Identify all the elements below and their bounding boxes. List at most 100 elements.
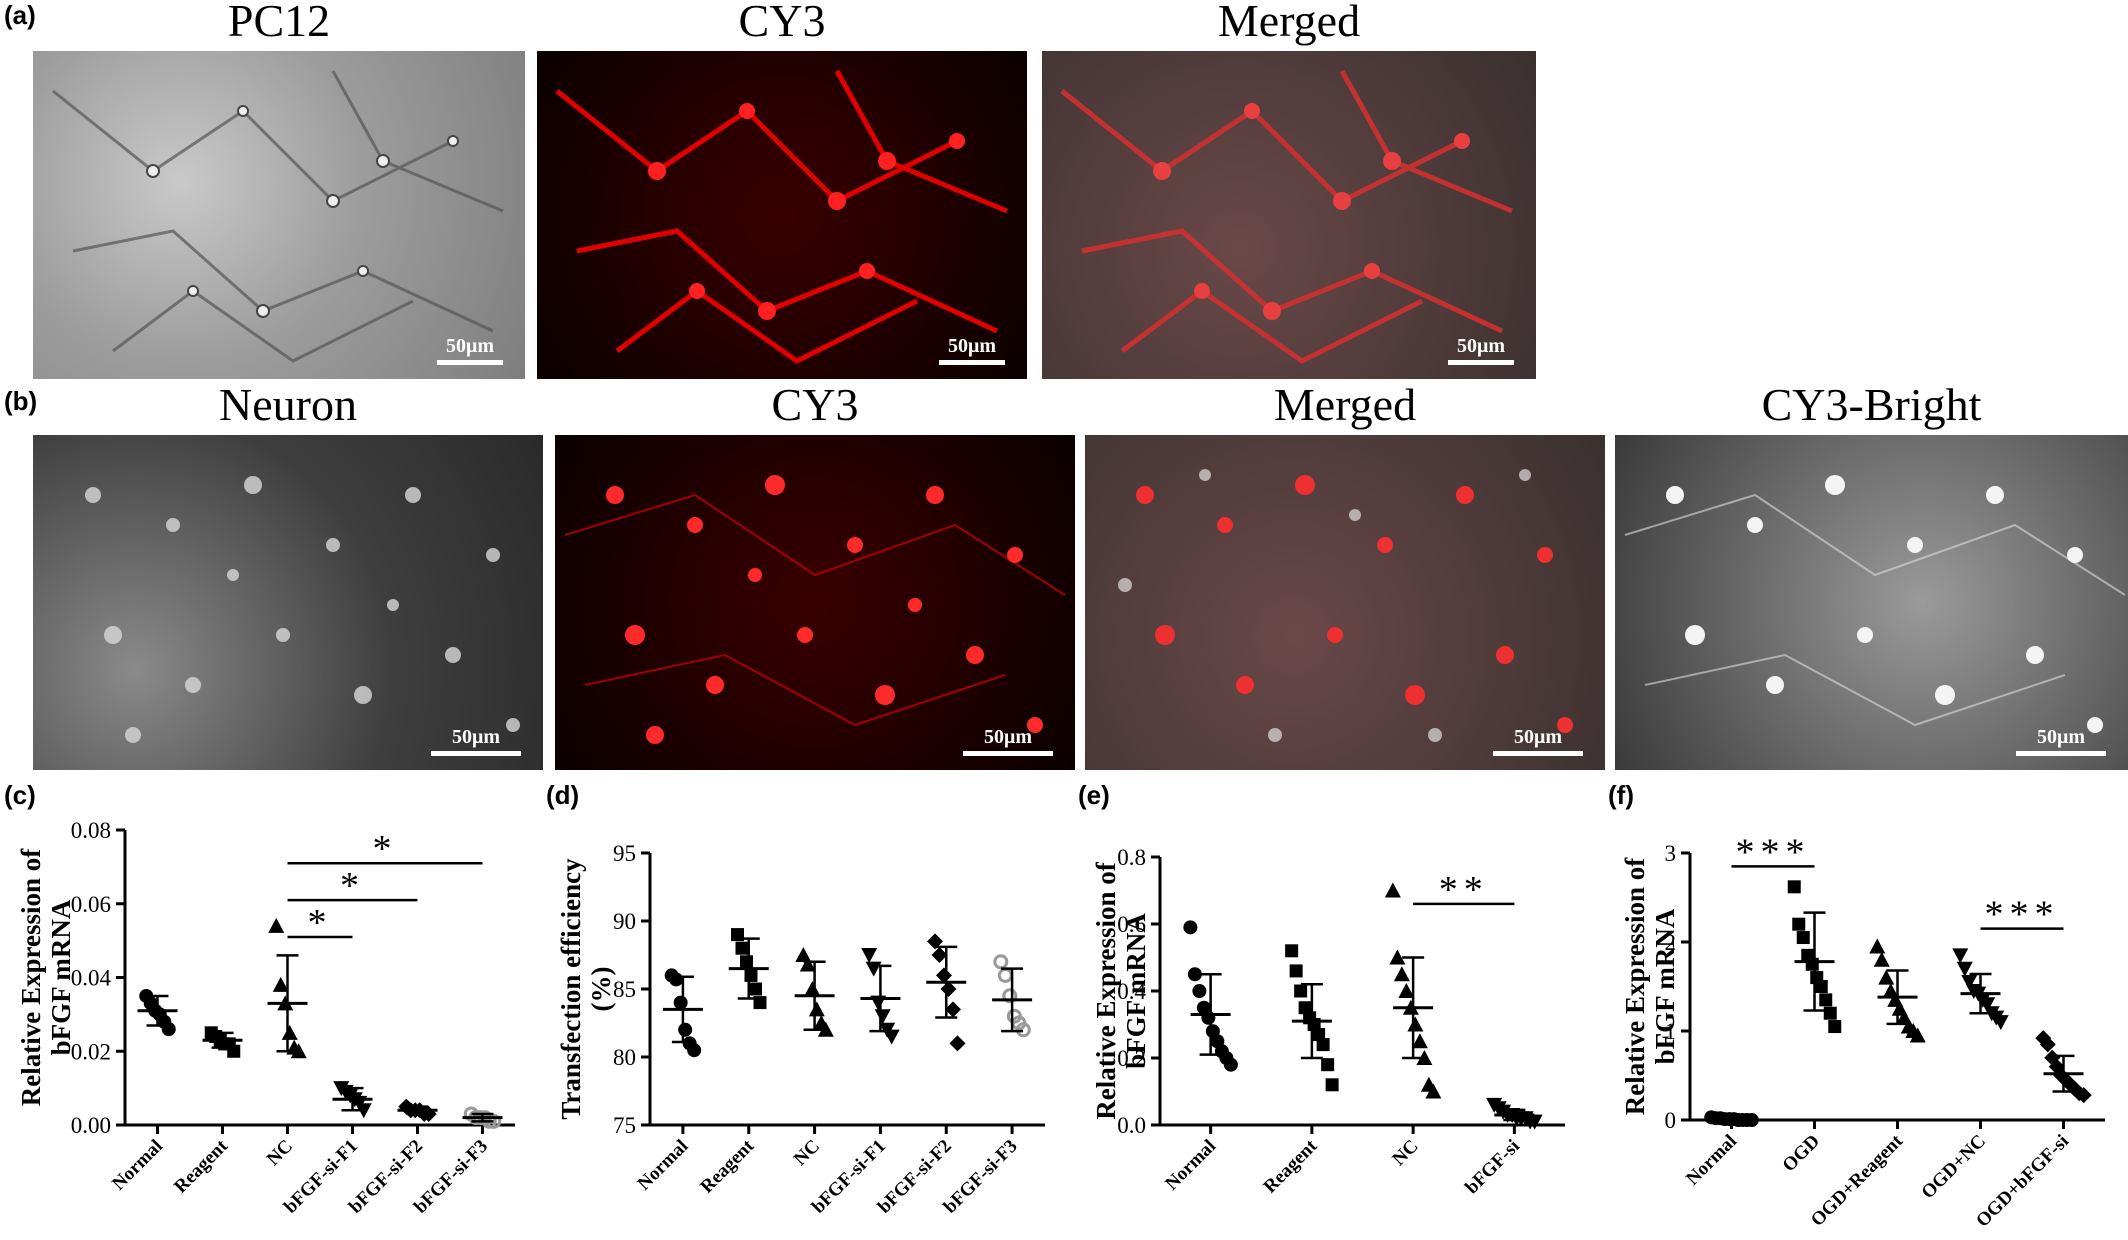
data-point (1823, 1006, 1837, 1020)
micrograph-cy3-bright: 50μm (1615, 435, 2128, 770)
significance-label: * (373, 828, 398, 870)
scale-bar-label: 50μm (1457, 335, 1505, 357)
scale-bar-label: 50μm (984, 726, 1032, 748)
cy3-b-cell-texture (564, 475, 1066, 744)
data-point (744, 968, 758, 982)
data-point (2062, 1076, 2079, 1093)
significance-label: * (340, 865, 365, 907)
data-point (861, 948, 878, 963)
x-tick-label: Normal (1682, 1131, 1741, 1190)
data-point (949, 1035, 966, 1052)
scale-bar-label: 50μm (948, 335, 996, 357)
data-point (1289, 964, 1303, 978)
data-point (1407, 1016, 1424, 1032)
data-point (931, 947, 948, 963)
data-point (1321, 1058, 1335, 1072)
data-point (1316, 1038, 1330, 1052)
data-point (1956, 961, 1973, 977)
data-point (1223, 1057, 1238, 1072)
title-neuron: Neuron (219, 379, 357, 430)
data-point (669, 972, 684, 987)
data-point (1787, 880, 1801, 894)
title-cy3-bright: CY3-Bright (1761, 379, 1982, 430)
scale-bar-label: 50μm (1514, 726, 1562, 748)
data-point (1526, 1114, 1543, 1130)
x-tick-label: Normal (1161, 1136, 1220, 1195)
data-point (2075, 1087, 2092, 1104)
data-point (1416, 1050, 1433, 1065)
y-tick-label: 0.4 (1117, 979, 1146, 1004)
data-point (874, 1009, 891, 1025)
data-point (997, 967, 1013, 983)
data-point (290, 1043, 307, 1059)
x-tick-label: OGD+NC (1918, 1131, 1991, 1204)
data-point (735, 941, 749, 955)
x-tick-label: NC (790, 1136, 824, 1170)
x-tick-label: NC (1388, 1136, 1422, 1170)
data-point (272, 976, 289, 992)
x-tick-label: Reagent (170, 1135, 232, 1197)
x-tick-label: Normal (634, 1136, 693, 1195)
y-tick-label: 0.6 (1117, 912, 1146, 937)
data-point (1398, 983, 1415, 998)
x-tick-label: NC (263, 1136, 297, 1170)
y-tick-label: 80 (613, 1045, 636, 1070)
data-point (883, 1029, 900, 1045)
data-point (799, 956, 816, 972)
scale-bar-merged-a: 50μm (1448, 335, 1514, 365)
data-point (1002, 988, 1018, 1004)
data-point (1389, 949, 1406, 965)
data-point (268, 917, 285, 933)
y-axis-label: (%) (586, 967, 616, 1012)
data-point (1384, 882, 1401, 898)
x-tick-label: OGD (1779, 1131, 1824, 1176)
data-point (1187, 967, 1202, 982)
y-axis-label: bFGF mRNA (1121, 913, 1151, 1069)
data-point (1878, 969, 1895, 985)
data-point (673, 995, 688, 1010)
y-tick-label: 0.2 (1117, 1046, 1146, 1071)
data-point (993, 954, 1009, 970)
title-cy3-a: CY3 (738, 0, 826, 46)
chart-d: 75 80 85 90 95 Transfection efficiency (%) Norm… (556, 841, 1045, 1218)
data-point (1819, 993, 1833, 1007)
data-point (1952, 948, 1969, 964)
scale-bar-label: 50μm (2037, 726, 2085, 748)
data-point (1312, 1028, 1326, 1042)
cy3-a-cell-texture (555, 69, 1008, 364)
data-point (927, 933, 943, 950)
data-point (1961, 975, 1978, 991)
scale-bar-pc12: 50μm (437, 335, 503, 365)
x-tick-label: Normal (108, 1136, 167, 1195)
y-tick-label: 95 (613, 841, 636, 866)
data-point (678, 1022, 693, 1037)
data-point (1796, 931, 1810, 945)
panel-label-c: (c) (4, 780, 36, 810)
chart-f: 0 1 2 3 Relative Expression of bFGF mRNA Norma… (1620, 831, 2105, 1232)
cy3-bright-cell-texture (1624, 475, 2126, 733)
y-tick-label: 0 (1665, 1108, 1677, 1133)
y-tick-label: 90 (613, 909, 636, 934)
data-point (2039, 1036, 2056, 1053)
scale-bar-merged-b: 50μm (1493, 726, 1583, 756)
data-point (1294, 984, 1308, 998)
data-point (1425, 1083, 1442, 1099)
data-point (1325, 1078, 1339, 1092)
data-point (1828, 1020, 1842, 1034)
y-tick-label: 0.08 (71, 818, 111, 843)
data-point (1411, 1033, 1428, 1049)
data-point (1869, 938, 1886, 954)
micrograph-neuron: 50μm (33, 435, 543, 770)
significance-label: ** (1439, 869, 1489, 911)
data-point (687, 1043, 702, 1058)
data-point (1873, 951, 1890, 967)
micrograph-pc12: 50μm (33, 51, 525, 379)
data-point (749, 982, 762, 996)
micrograph-cy3-a: 50μm (537, 51, 1027, 379)
data-point (1015, 1022, 1031, 1038)
x-tick-label: bFGF-si (1461, 1136, 1524, 1199)
panel-label-d: (d) (546, 780, 580, 810)
y-tick-label: 85 (613, 977, 636, 1002)
data-point (1744, 1113, 1759, 1127)
title-merged-b: Merged (1273, 379, 1417, 430)
